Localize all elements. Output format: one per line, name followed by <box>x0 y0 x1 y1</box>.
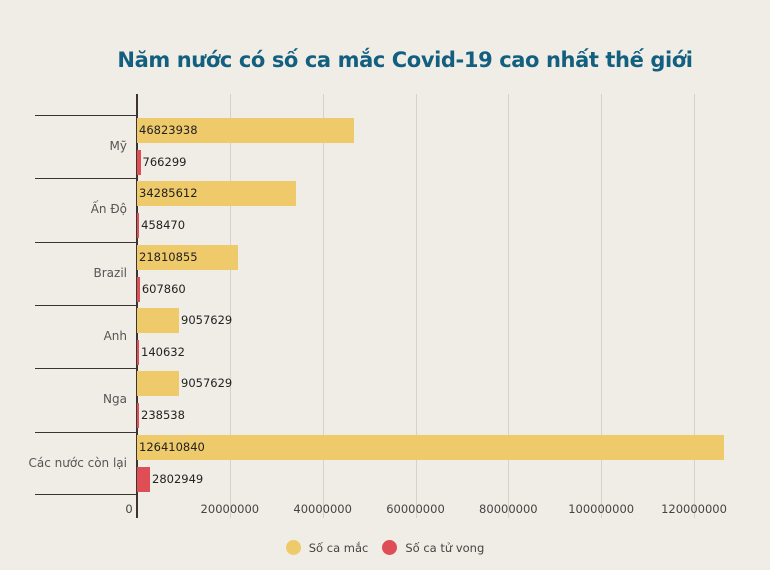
x-tick-label: 60000000 <box>386 502 445 516</box>
chart-legend: Số ca mắc Số ca tử vong <box>0 540 770 555</box>
category-label: Anh <box>103 329 127 343</box>
category-separator <box>35 305 137 306</box>
legend-item-cases[interactable]: Số ca mắc <box>285 540 369 555</box>
value-label-cases: 21810855 <box>139 250 198 264</box>
bar-deaths[interactable] <box>137 403 139 428</box>
legend-cases-dot-icon <box>285 540 301 555</box>
gridline <box>416 94 417 518</box>
legend-deaths-dot-icon <box>382 540 398 555</box>
bar-deaths[interactable] <box>137 340 139 365</box>
x-tick-label: 80000000 <box>479 502 538 516</box>
value-label-cases: 126410840 <box>139 440 205 454</box>
bar-cases[interactable] <box>137 371 180 396</box>
gridline <box>323 94 324 518</box>
legend-deaths-label: Số ca tử vong <box>405 540 485 555</box>
bar-deaths[interactable] <box>137 277 140 302</box>
bar-cases[interactable] <box>137 245 239 270</box>
category-label: Nga <box>103 392 127 406</box>
bar-deaths[interactable] <box>137 467 150 492</box>
bar-cases[interactable] <box>137 181 297 206</box>
gridline <box>230 94 231 518</box>
gridline <box>694 94 695 518</box>
gridline <box>508 94 509 518</box>
value-label-deaths: 2802949 <box>152 472 204 486</box>
x-tick-label: 40000000 <box>293 502 352 516</box>
y-axis-line <box>136 94 138 518</box>
category-separator <box>35 432 137 433</box>
x-tick-label: 100000000 <box>568 502 635 516</box>
bar-cases[interactable] <box>137 435 724 460</box>
value-label-cases: 34285612 <box>139 186 198 200</box>
value-label-cases: 46823938 <box>139 123 198 137</box>
category-label: Mỹ <box>109 139 127 153</box>
gridline <box>601 94 602 518</box>
bar-deaths[interactable] <box>137 213 140 238</box>
value-label-deaths: 238538 <box>141 408 185 422</box>
value-label-deaths: 140632 <box>141 345 185 359</box>
chart-title: Năm nước có số ca mắc Covid-19 cao nhất … <box>117 48 693 72</box>
x-tick-label: 0 <box>125 502 133 516</box>
category-separator <box>35 242 137 243</box>
value-label-cases: 9057629 <box>181 313 233 327</box>
category-separator <box>35 115 137 116</box>
category-label: Ấn Độ <box>90 202 127 216</box>
category-separator <box>35 368 137 369</box>
category-separator <box>35 494 137 495</box>
category-separator <box>35 178 137 179</box>
value-label-deaths: 766299 <box>142 155 187 169</box>
legend-cases-label: Số ca mắc <box>308 540 369 555</box>
value-label-deaths: 458470 <box>141 218 186 232</box>
bar-cases[interactable] <box>137 118 355 143</box>
bar-cases[interactable] <box>137 308 180 333</box>
value-label-deaths: 607860 <box>141 282 186 296</box>
category-label: Các nước còn lại <box>28 456 128 470</box>
value-label-cases: 9057629 <box>181 376 233 390</box>
category-label: Brazil <box>93 266 128 280</box>
bar-deaths[interactable] <box>137 150 141 175</box>
x-tick-label: 20000000 <box>200 502 260 516</box>
legend-item-deaths[interactable]: Số ca tử vong <box>382 540 484 555</box>
x-tick-label: 120000000 <box>661 502 727 516</box>
